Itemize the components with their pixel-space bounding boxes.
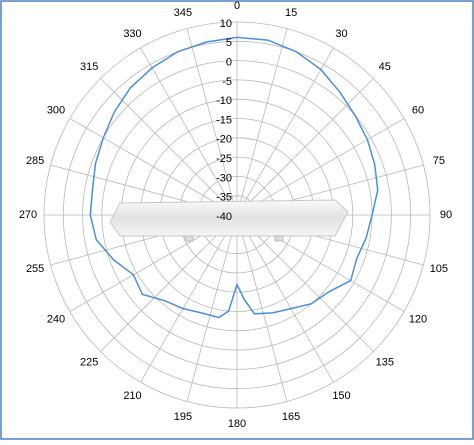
- angle-tick-label: 165: [282, 411, 300, 423]
- grid-spoke: [140, 214, 238, 383]
- radial-tick-label: -25: [216, 153, 232, 165]
- grid-spoke: [69, 118, 238, 216]
- radial-tick-label: -40: [216, 211, 232, 223]
- angle-tick-label: 300: [47, 104, 65, 116]
- angle-tick-label: 285: [26, 155, 44, 167]
- angle-tick-label: 240: [47, 313, 65, 325]
- radial-tick-label: 0: [226, 57, 232, 69]
- labels: 0153045607590105120135150165180195210225…: [19, 0, 452, 430]
- angle-tick-label: 345: [174, 7, 192, 19]
- plot: [89, 36, 379, 319]
- grid-spoke: [236, 214, 288, 402]
- angle-tick-label: 210: [123, 390, 141, 402]
- radial-tick-label: -30: [216, 172, 232, 184]
- angle-tick-label: 315: [80, 61, 98, 73]
- angle-tick-label: 90: [440, 209, 452, 221]
- angle-tick-label: 270: [19, 209, 37, 221]
- radial-tick-label: -5: [222, 76, 232, 88]
- angle-tick-label: 60: [412, 104, 424, 116]
- grid-spoke: [236, 78, 374, 216]
- grid-spoke: [236, 28, 288, 216]
- angle-tick-label: 180: [228, 418, 246, 430]
- angle-tick-label: 120: [409, 313, 427, 325]
- angle-tick-label: 195: [174, 411, 192, 423]
- angle-tick-label: 150: [332, 390, 350, 402]
- series-line: [89, 36, 379, 319]
- grid-spoke: [100, 214, 238, 352]
- radial-tick-label: -15: [216, 114, 232, 126]
- angle-tick-label: 45: [379, 61, 391, 73]
- angle-tick-label: 75: [433, 155, 445, 167]
- angle-tick-label: 105: [430, 263, 448, 275]
- grid-spoke: [186, 214, 238, 402]
- angle-tick-label: 255: [26, 263, 44, 275]
- radial-tick-label: -10: [216, 95, 232, 107]
- radial-tick-label: -35: [216, 192, 232, 204]
- angle-tick-label: 225: [80, 357, 98, 369]
- angle-tick-label: 0: [234, 0, 240, 12]
- radial-tick-label: -20: [216, 134, 232, 146]
- radial-tick-label: 10: [220, 18, 232, 30]
- grid-spoke: [236, 214, 334, 383]
- angle-tick-label: 30: [335, 28, 347, 40]
- grid-spoke: [236, 118, 405, 216]
- angle-tick-label: 135: [376, 357, 394, 369]
- grid-spoke: [140, 47, 238, 216]
- grid-spoke: [236, 214, 374, 352]
- angle-tick-label: 15: [285, 7, 297, 19]
- grid-spoke: [186, 28, 238, 216]
- device-image: [109, 199, 349, 242]
- radial-tick-label: 5: [226, 37, 232, 49]
- angle-tick-label: 330: [123, 28, 141, 40]
- grid-spoke: [236, 47, 334, 216]
- grid-spoke: [100, 78, 238, 216]
